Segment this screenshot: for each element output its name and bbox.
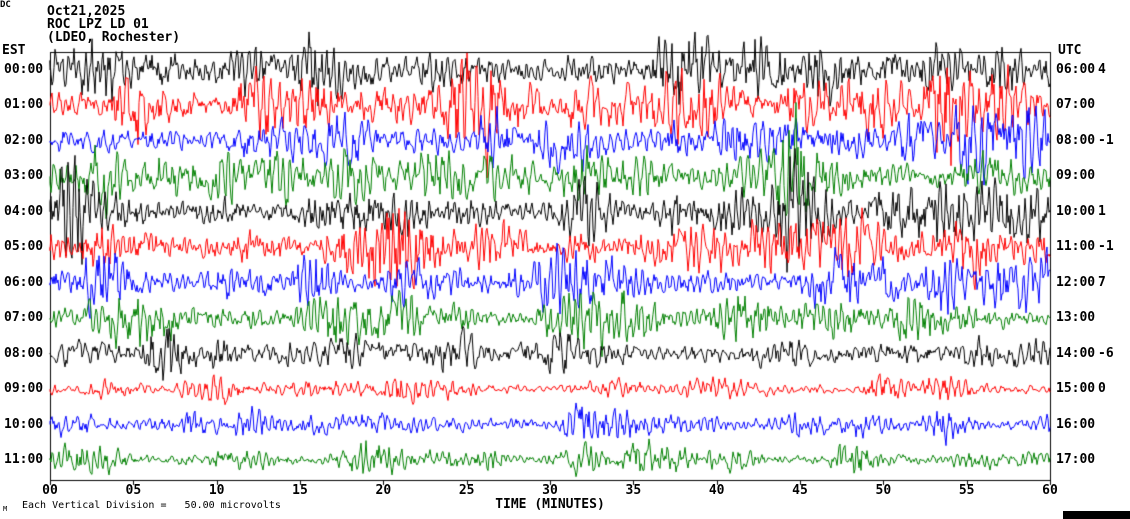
bottom-right-bar [1063,511,1130,519]
vertical-division-footnote: Each Vertical Division = 50.00 microvolt… [22,500,281,511]
footnote-marker: M [3,505,8,513]
header-station-code: ROC LPZ LD 01 [47,17,149,32]
header-station-location: (LDEO, Rochester) [47,30,181,45]
header-date: Oct21,2025 [47,4,126,19]
left-axis-title-est: EST [2,43,26,58]
x-axis-title: TIME (MINUTES) [495,497,605,512]
right-axis-title-utc: UTC [1058,43,1082,58]
